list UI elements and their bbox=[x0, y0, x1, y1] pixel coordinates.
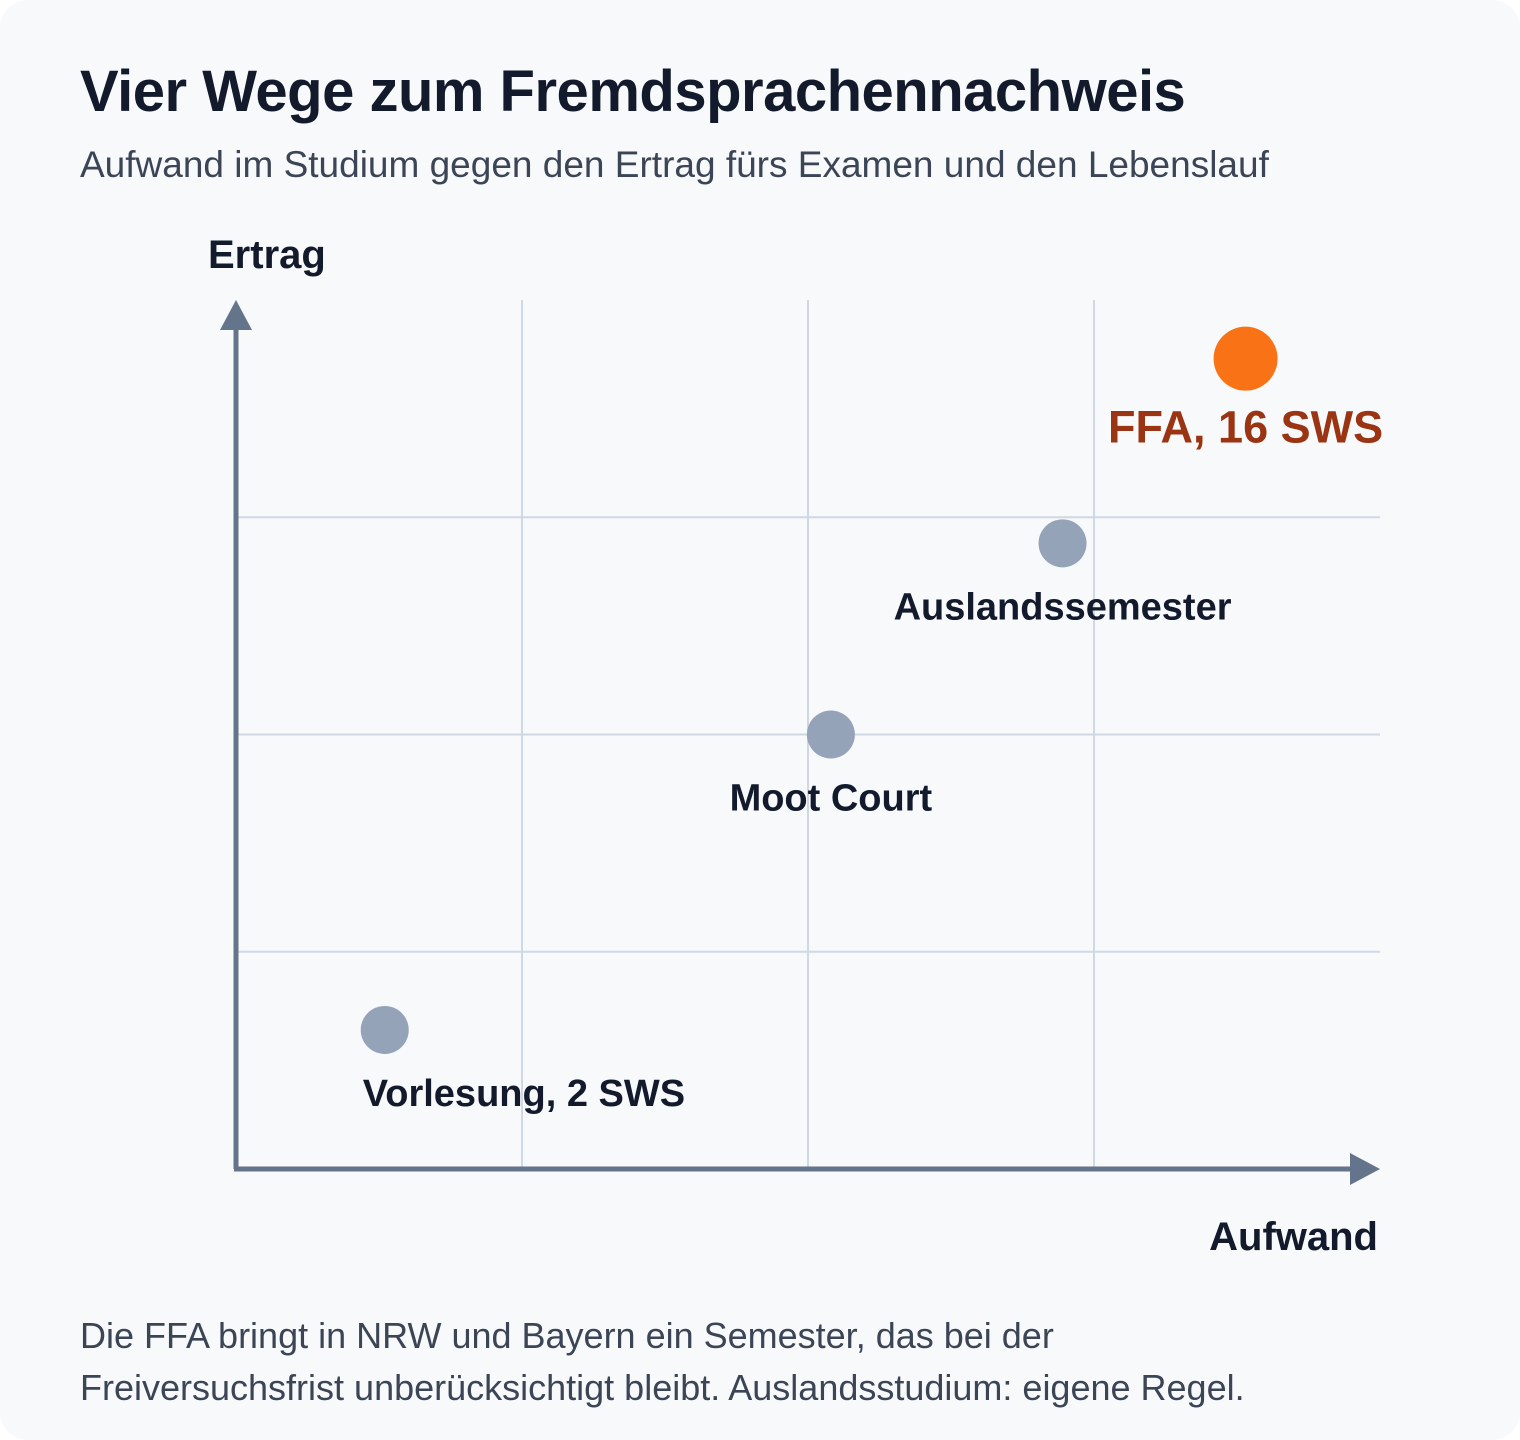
footnote-line-1: Die FFA bringt in NRW und Bayern ein Sem… bbox=[80, 1315, 1054, 1356]
x-axis-arrow-icon bbox=[1350, 1153, 1380, 1185]
chart-title: Vier Wege zum Fremdsprachennachweis bbox=[80, 59, 1186, 124]
data-label: Auslandssemester bbox=[894, 586, 1232, 628]
data-point bbox=[806, 710, 855, 759]
chart-subtitle: Aufwand im Studium gegen den Ertrag fürs… bbox=[80, 144, 1269, 185]
axes: Ertrag Aufwand bbox=[208, 233, 1380, 1259]
data-label-highlight: FFA, 16 SWS bbox=[1108, 402, 1383, 453]
data-point bbox=[360, 1005, 409, 1054]
data-point-highlight bbox=[1213, 326, 1278, 391]
data-labels: Vorlesung, 2 SWS Moot Court Auslandssemest… bbox=[363, 402, 1383, 1115]
scatter-plot: Ertrag Aufwand Vorlesung, 2 SWS Moot Court… bbox=[208, 233, 1383, 1259]
y-axis-arrow-icon bbox=[220, 300, 252, 330]
data-points bbox=[360, 326, 1278, 1054]
y-axis-title: Ertrag bbox=[208, 233, 326, 277]
footnote-line-2: Freiversuchsfrist unberücksichtigt bleib… bbox=[80, 1367, 1245, 1408]
grid bbox=[236, 300, 1380, 1169]
footnote: Die FFA bringt in NRW und Bayern ein Sem… bbox=[80, 1310, 1500, 1414]
data-point bbox=[1038, 519, 1087, 568]
data-label: Vorlesung, 2 SWS bbox=[363, 1073, 685, 1115]
data-label: Moot Court bbox=[730, 778, 933, 820]
x-axis-title: Aufwand bbox=[1209, 1215, 1378, 1259]
